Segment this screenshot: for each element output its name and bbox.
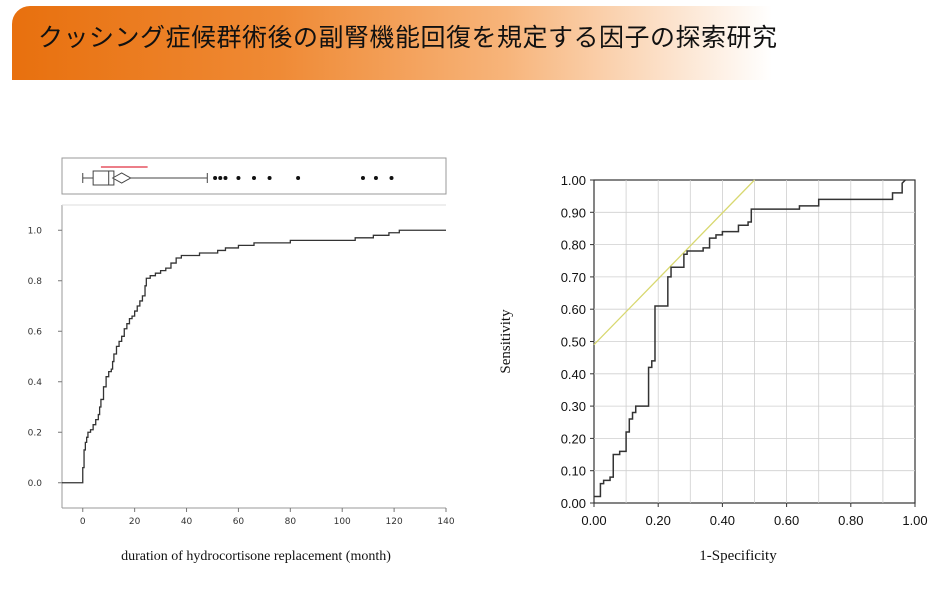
roc-series-line bbox=[594, 179, 906, 498]
boxplot-outlier-9 bbox=[389, 176, 394, 180]
roc-y-tick-label-7: 0.70 bbox=[561, 270, 586, 285]
y-tick-label-5: 1.0 bbox=[28, 226, 43, 236]
boxplot-frame bbox=[61, 157, 447, 195]
x-tick-label-7: 140 bbox=[437, 517, 454, 527]
roc-x-tick-label-2: 0.40 bbox=[710, 513, 735, 528]
slide-title: クッシング症候群術後の副腎機能回復を規定する因子の探索研究 bbox=[38, 23, 778, 52]
y-axis-label: Sensitivity bbox=[498, 309, 514, 374]
cdf-series-line bbox=[62, 229, 446, 484]
x-tick-label-4: 80 bbox=[285, 517, 297, 527]
y-tick-label-0: 0.0 bbox=[28, 479, 43, 489]
roc-y-tick-label-1: 0.10 bbox=[561, 464, 586, 479]
roc-x-tick-label-1: 0.20 bbox=[646, 513, 671, 528]
roc-y-tick-label-3: 0.30 bbox=[561, 399, 586, 414]
roc-x-tick-label-5: 1.00 bbox=[902, 513, 927, 528]
x-axis-label: 1-Specificity bbox=[699, 548, 777, 564]
x-tick-label-2: 40 bbox=[181, 517, 193, 527]
roc-x-tick-label-3: 0.60 bbox=[774, 513, 799, 528]
x-tick-label-1: 20 bbox=[129, 517, 141, 527]
roc-y-tick-label-0: 0.00 bbox=[561, 496, 586, 511]
reference-line bbox=[593, 179, 755, 346]
roc-curve-chart: 0.00 0.10 0.20 0.30 0.40 0.50 0.60 0.70 0.80 0.90… bbox=[498, 173, 928, 564]
boxplot-mean-diamond bbox=[111, 172, 132, 184]
x-tick-label-5: 100 bbox=[334, 517, 351, 527]
boxplot-outlier-0 bbox=[213, 176, 218, 180]
roc-y-tick-label-4: 0.40 bbox=[561, 367, 586, 382]
boxplot-outlier-8 bbox=[373, 176, 378, 180]
boxplot-box bbox=[92, 170, 115, 186]
roc-y-tick-label-9: 0.90 bbox=[561, 205, 586, 220]
y-tick-label-1: 0.2 bbox=[28, 428, 42, 438]
x-tick-label-3: 60 bbox=[233, 517, 245, 527]
boxplot-outlier-3 bbox=[236, 176, 241, 180]
x-axis-label: duration of hydrocortisone replacement (… bbox=[121, 549, 391, 564]
y-tick-label-2: 0.4 bbox=[28, 378, 43, 388]
boxplot-outlier-5 bbox=[267, 176, 272, 180]
roc-y-tick-label-10: 1.00 bbox=[561, 173, 586, 188]
roc-x-tick-label-4: 0.80 bbox=[838, 513, 863, 528]
roc-y-tick-label-8: 0.80 bbox=[561, 238, 586, 253]
cumulative-distribution-chart: 0.0 0.2 0.4 0.6 0.8 1.0 0 20 40 60 80 100 120 140 dura… bbox=[28, 157, 455, 564]
title-banner bbox=[12, 6, 772, 80]
boxplot-outlier-6 bbox=[296, 176, 301, 180]
x-tick-label-6: 120 bbox=[386, 517, 403, 527]
roc-y-tick-label-5: 0.50 bbox=[561, 335, 586, 350]
boxplot-outlier-4 bbox=[252, 176, 256, 180]
y-tick-label-3: 0.6 bbox=[28, 327, 43, 337]
roc-y-tick-label-2: 0.20 bbox=[561, 431, 586, 446]
boxplot-outlier-1 bbox=[218, 176, 223, 180]
roc-x-tick-label-0: 0.00 bbox=[581, 513, 606, 528]
boxplot-outlier-7 bbox=[360, 176, 365, 180]
roc-y-tick-label-6: 0.60 bbox=[561, 302, 586, 317]
boxplot-outlier-2 bbox=[223, 176, 228, 180]
y-tick-label-4: 0.8 bbox=[28, 277, 43, 287]
x-tick-label-0: 0 bbox=[80, 517, 86, 527]
